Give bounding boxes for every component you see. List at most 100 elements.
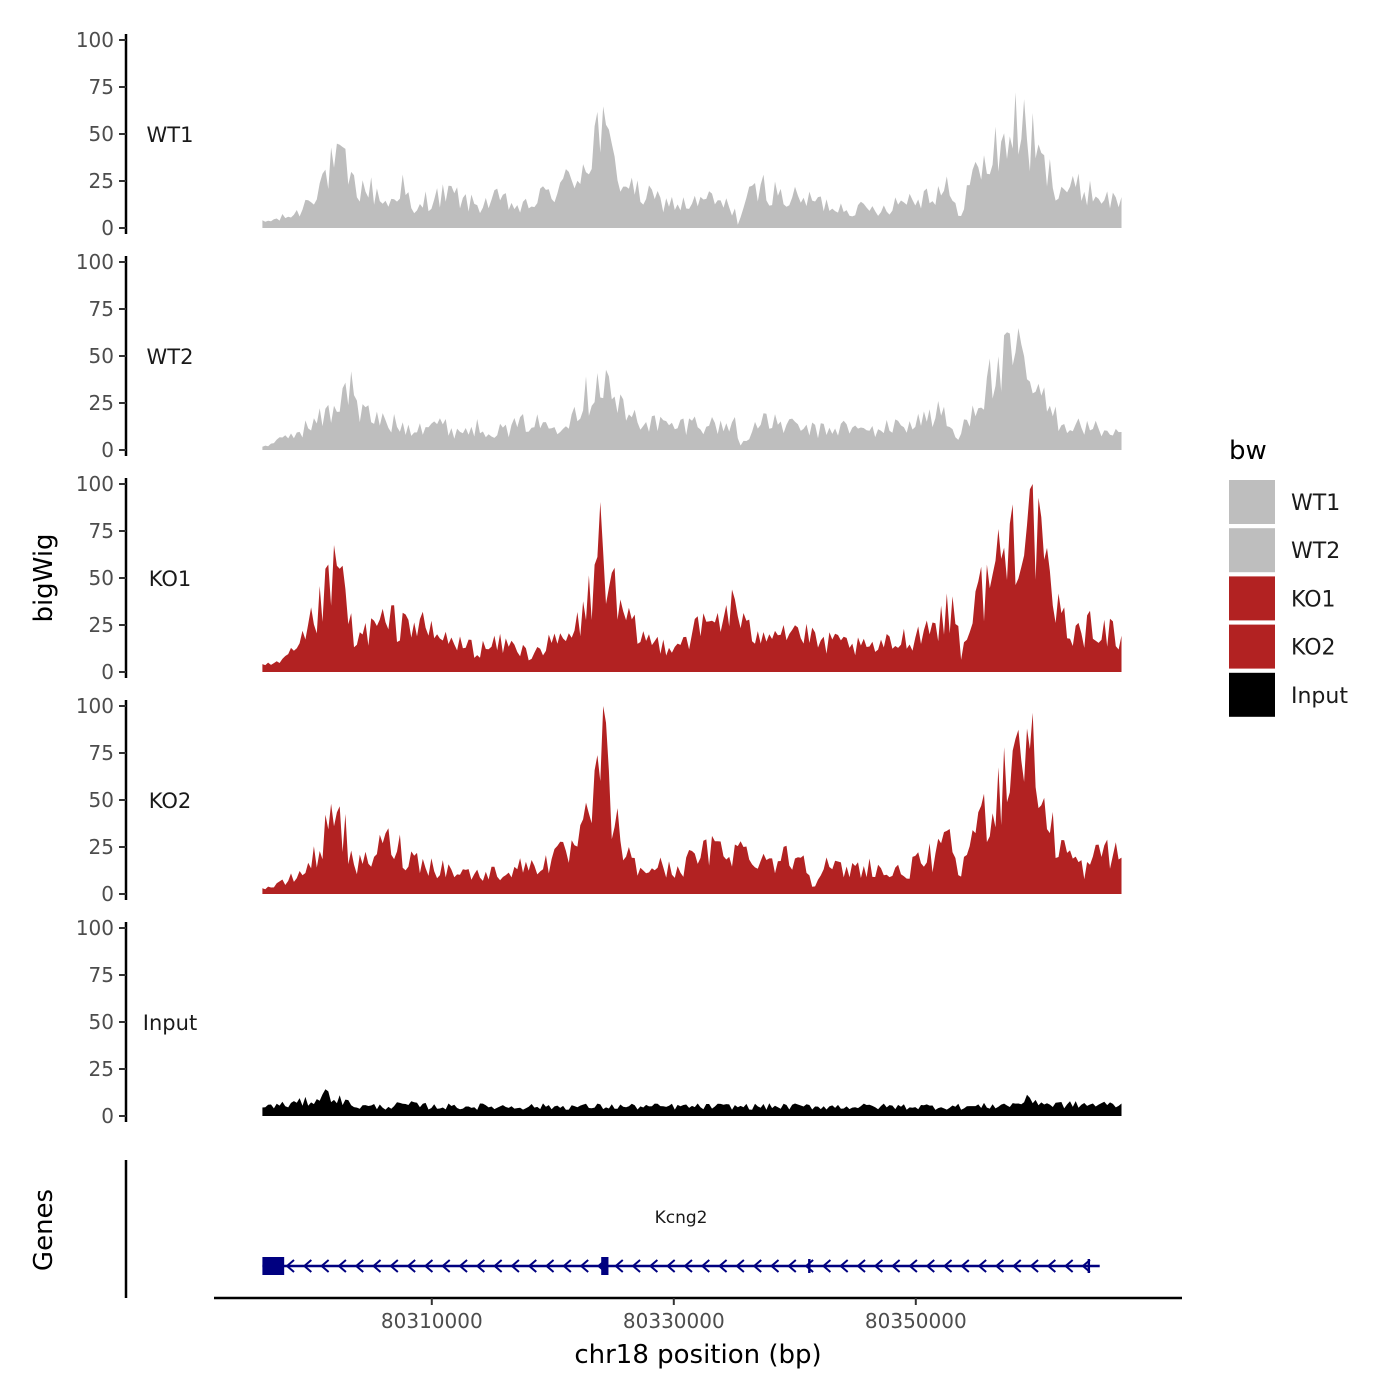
strand-arrow [302, 1259, 312, 1273]
strand-arrow [804, 1259, 814, 1273]
gene-exon [262, 1257, 285, 1275]
strand-arrow [337, 1259, 347, 1273]
track-input: 0 25 50 75 100 Input [76, 916, 1122, 1128]
x-tick-label: 80330000 [623, 1309, 725, 1333]
track-label: WT1 [147, 123, 194, 147]
strand-arrow [787, 1259, 797, 1273]
strand-arrow [683, 1259, 693, 1273]
strand-arrow [700, 1259, 710, 1273]
strand-arrow [320, 1259, 330, 1273]
strand-arrow [752, 1259, 762, 1273]
y-tick-label: 75 [89, 741, 114, 765]
coverage-tracks: 0255075100WT10255075100WT20255075100KO10… [76, 28, 1122, 1128]
strand-arrow [1012, 1259, 1022, 1273]
track-wt1: 0 25 50 75 100 WT1 [76, 28, 1122, 240]
y-tick-label: 25 [89, 391, 114, 415]
area-wt1 [262, 92, 1122, 229]
y-tick-label: 0 [101, 216, 114, 240]
strand-arrow [1029, 1259, 1039, 1273]
area-ko1 [262, 484, 1122, 672]
track-label: KO1 [149, 567, 192, 591]
area-wt2 [262, 328, 1122, 450]
y-tick-label: 50 [89, 566, 114, 590]
legend-label: WT1 [1291, 491, 1340, 516]
strand-arrow [631, 1259, 641, 1273]
strand-arrow [285, 1259, 295, 1273]
y-tick-label: 25 [89, 169, 114, 193]
y-axis-title: bigWig [29, 533, 59, 622]
strand-arrow [873, 1259, 883, 1273]
y-tick-label: 25 [89, 613, 114, 637]
gene-exon [808, 1259, 811, 1273]
y-tick-label: 0 [101, 1104, 114, 1128]
strand-arrow [1046, 1259, 1057, 1273]
strand-arrow [718, 1259, 728, 1273]
strand-arrow [371, 1259, 382, 1273]
strand-arrow [562, 1259, 572, 1273]
genes-axis-title: Genes [29, 1189, 59, 1271]
area-input [262, 1089, 1122, 1116]
area-ko2 [262, 706, 1122, 894]
y-tick-label: 50 [89, 122, 114, 146]
strand-arrow [856, 1259, 866, 1273]
y-tick-label: 50 [89, 788, 114, 812]
legend-label: WT2 [1291, 539, 1340, 564]
strand-arrow [648, 1259, 659, 1273]
x-tick-label: 80350000 [865, 1309, 967, 1333]
y-tick-label: 50 [89, 344, 114, 368]
legend-label: KO2 [1291, 636, 1336, 661]
y-tick-label: 100 [76, 250, 114, 274]
strand-arrow [423, 1259, 434, 1273]
strand-arrow [908, 1259, 918, 1273]
strand-arrow [1064, 1259, 1074, 1273]
strand-arrow [527, 1259, 537, 1273]
strand-arrow [579, 1259, 589, 1273]
strand-arrow [977, 1259, 987, 1273]
track-label: Input [143, 1011, 197, 1035]
strand-arrow [458, 1259, 468, 1273]
legend-label: Input [1291, 684, 1348, 709]
y-tick-label: 25 [89, 1057, 114, 1081]
y-tick-label: 75 [89, 75, 114, 99]
y-tick-label: 75 [89, 963, 114, 987]
y-tick-label: 100 [76, 694, 114, 718]
y-tick-label: 50 [89, 1010, 114, 1034]
x-axis: 80310000 80330000 80350000 [214, 1296, 1182, 1333]
strand-arrow [891, 1259, 901, 1273]
strand-arrow [994, 1259, 1005, 1273]
strand-arrow [839, 1259, 849, 1273]
track-ko2: 0 25 50 75 100 KO2 [76, 694, 1122, 906]
strand-arrow [545, 1259, 555, 1273]
x-tick-label: 80310000 [381, 1309, 483, 1333]
y-tick-label: 100 [76, 28, 114, 52]
strand-arrow [614, 1259, 624, 1273]
y-tick-label: 100 [76, 472, 114, 496]
legend-swatch [1229, 480, 1275, 524]
legend-label: KO1 [1291, 587, 1336, 612]
y-tick-label: 0 [101, 438, 114, 462]
strand-arrow [406, 1259, 416, 1273]
track-label: WT2 [147, 345, 194, 369]
y-tick-label: 0 [101, 660, 114, 684]
strand-arrow [493, 1259, 503, 1273]
legend-swatch [1229, 528, 1275, 573]
strand-arrow [475, 1259, 486, 1273]
legend-swatch [1229, 576, 1275, 621]
track-ko1: 0 25 50 75 100 KO1 [76, 472, 1122, 684]
strand-arrow [821, 1259, 832, 1273]
strand-arrow [942, 1259, 953, 1273]
strand-arrow [441, 1259, 451, 1273]
gene-exon [1087, 1259, 1091, 1273]
y-tick-label: 25 [89, 835, 114, 859]
y-tick-label: 75 [89, 519, 114, 543]
legend-swatch [1229, 624, 1275, 669]
strand-arrow [735, 1259, 745, 1273]
track-label: KO2 [149, 789, 192, 813]
y-tick-label: 100 [76, 916, 114, 940]
x-axis-title: chr18 position (bp) [574, 1340, 821, 1370]
strand-arrow [666, 1259, 676, 1273]
gene-label: Kcng2 [655, 1208, 708, 1228]
y-tick-label: 0 [101, 882, 114, 906]
genes-panel: Kcng2 [124, 1160, 1100, 1298]
